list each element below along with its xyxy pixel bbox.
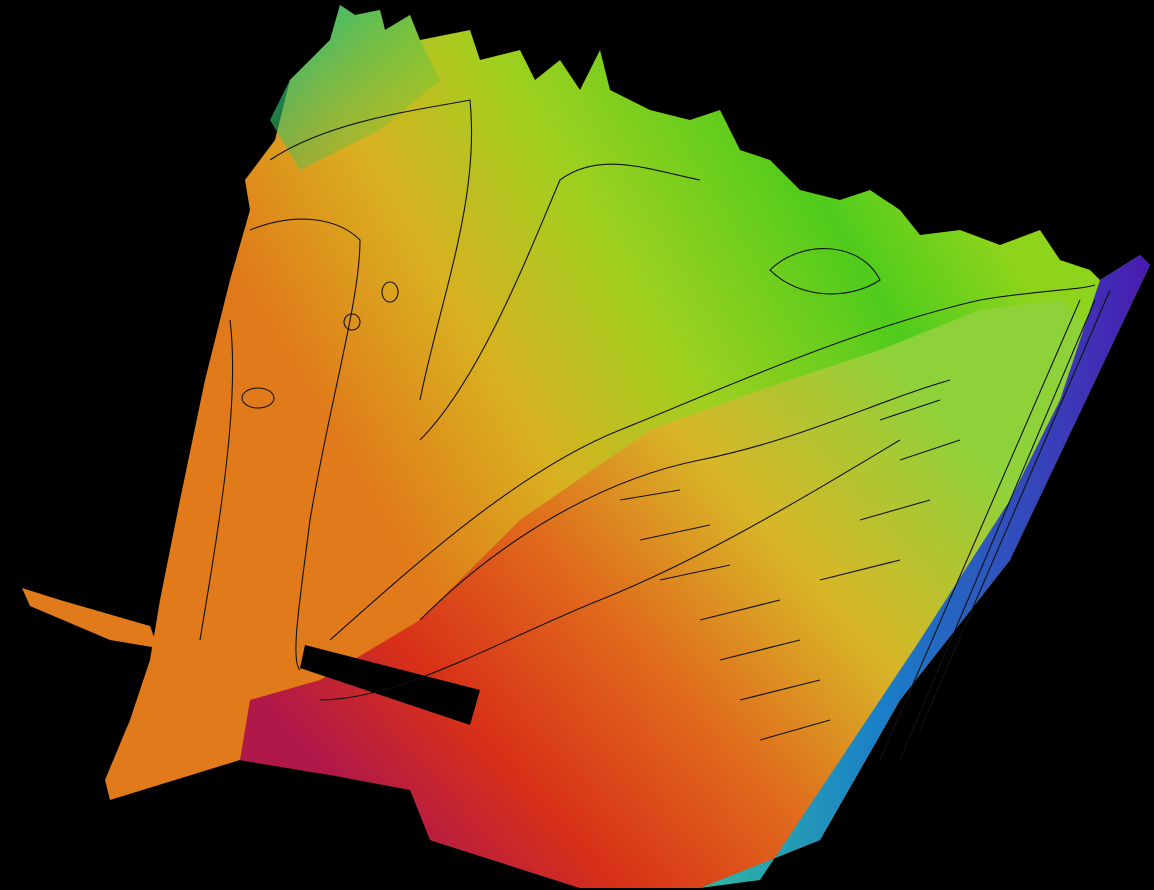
page: {} bbox=[0, 0, 1154, 890]
bathymetry-map bbox=[0, 0, 1154, 890]
